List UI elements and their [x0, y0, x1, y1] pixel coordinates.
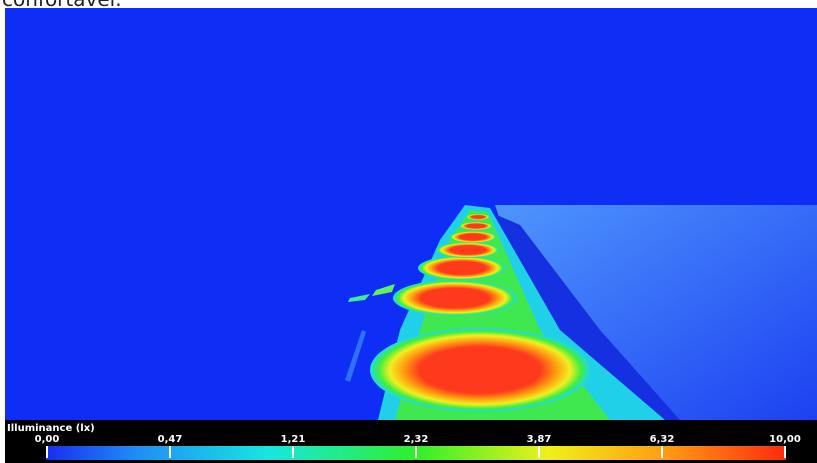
legend-title: Illuminance (lx) — [7, 423, 95, 434]
tick-label: 0,00 — [35, 434, 60, 445]
tick-label: 0,47 — [158, 434, 183, 445]
tick-label: 3,87 — [527, 434, 552, 445]
tick-label: 2,32 — [404, 434, 429, 445]
tick-label: 10,00 — [769, 434, 801, 445]
tick-label: 6,32 — [650, 434, 675, 445]
caption: confortável. — [2, 0, 122, 11]
tick-label: 1,21 — [281, 434, 306, 445]
render — [5, 8, 817, 420]
